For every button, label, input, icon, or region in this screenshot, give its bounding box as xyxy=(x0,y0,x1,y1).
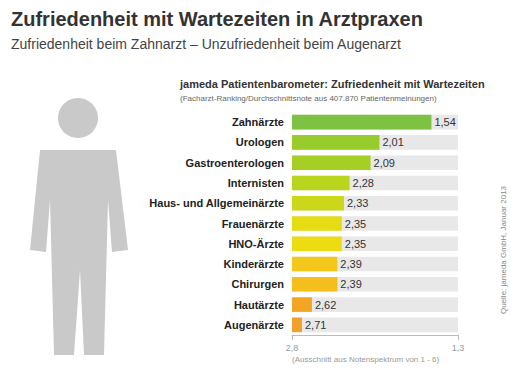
svg-text:2,01: 2,01 xyxy=(382,136,403,148)
svg-text:Urologen: Urologen xyxy=(236,136,285,148)
svg-text:jameda Patientenbarometer: Zuf: jameda Patientenbarometer: Zufriedenheit… xyxy=(179,78,485,90)
svg-text:Kinderärzte: Kinderärzte xyxy=(223,258,284,270)
svg-text:Haus- und Allgemeinärzte: Haus- und Allgemeinärzte xyxy=(149,197,284,209)
svg-text:2,71: 2,71 xyxy=(305,319,326,331)
svg-text:2,09: 2,09 xyxy=(374,157,395,169)
svg-text:Augenärzte: Augenärzte xyxy=(224,319,284,331)
svg-text:2,28: 2,28 xyxy=(353,177,374,189)
svg-text:Hautärzte: Hautärzte xyxy=(234,299,284,311)
svg-text:1,3: 1,3 xyxy=(452,343,465,353)
svg-text:(Facharzt-Ranking/Durchschnitt: (Facharzt-Ranking/Durchschnittsnote aus … xyxy=(180,94,437,103)
svg-text:2,35: 2,35 xyxy=(345,218,366,230)
svg-text:Zufriedenheit beim Zahnarzt –: Zufriedenheit beim Zahnarzt – Unzufriede… xyxy=(11,36,401,52)
svg-text:2,33: 2,33 xyxy=(347,197,368,209)
svg-text:2,8: 2,8 xyxy=(286,343,299,353)
svg-text:Gastroenterologen: Gastroenterologen xyxy=(186,157,285,169)
svg-text:2,62: 2,62 xyxy=(315,299,336,311)
svg-text:1,54: 1,54 xyxy=(434,116,455,128)
svg-text:(Ausschnitt aus Notenspektrum: (Ausschnitt aus Notenspektrum von 1 - 6) xyxy=(292,355,440,364)
svg-text:Chirurgen: Chirurgen xyxy=(231,278,284,290)
svg-text:2,39: 2,39 xyxy=(340,258,361,270)
svg-text:Zahnärzte: Zahnärzte xyxy=(232,116,284,128)
svg-text:Quelle: jameda GmbH, Januar 20: Quelle: jameda GmbH, Januar 2013 xyxy=(499,185,508,314)
svg-text:Frauenärzte: Frauenärzte xyxy=(222,218,284,230)
svg-text:2,39: 2,39 xyxy=(340,278,361,290)
svg-text:Internisten: Internisten xyxy=(228,177,285,189)
svg-text:HNO-Ärzte: HNO-Ärzte xyxy=(228,238,284,250)
svg-text:Zufriedenheit mit Wartezeiten: Zufriedenheit mit Wartezeiten in Arztpra… xyxy=(11,8,423,30)
svg-text:2,35: 2,35 xyxy=(345,238,366,250)
